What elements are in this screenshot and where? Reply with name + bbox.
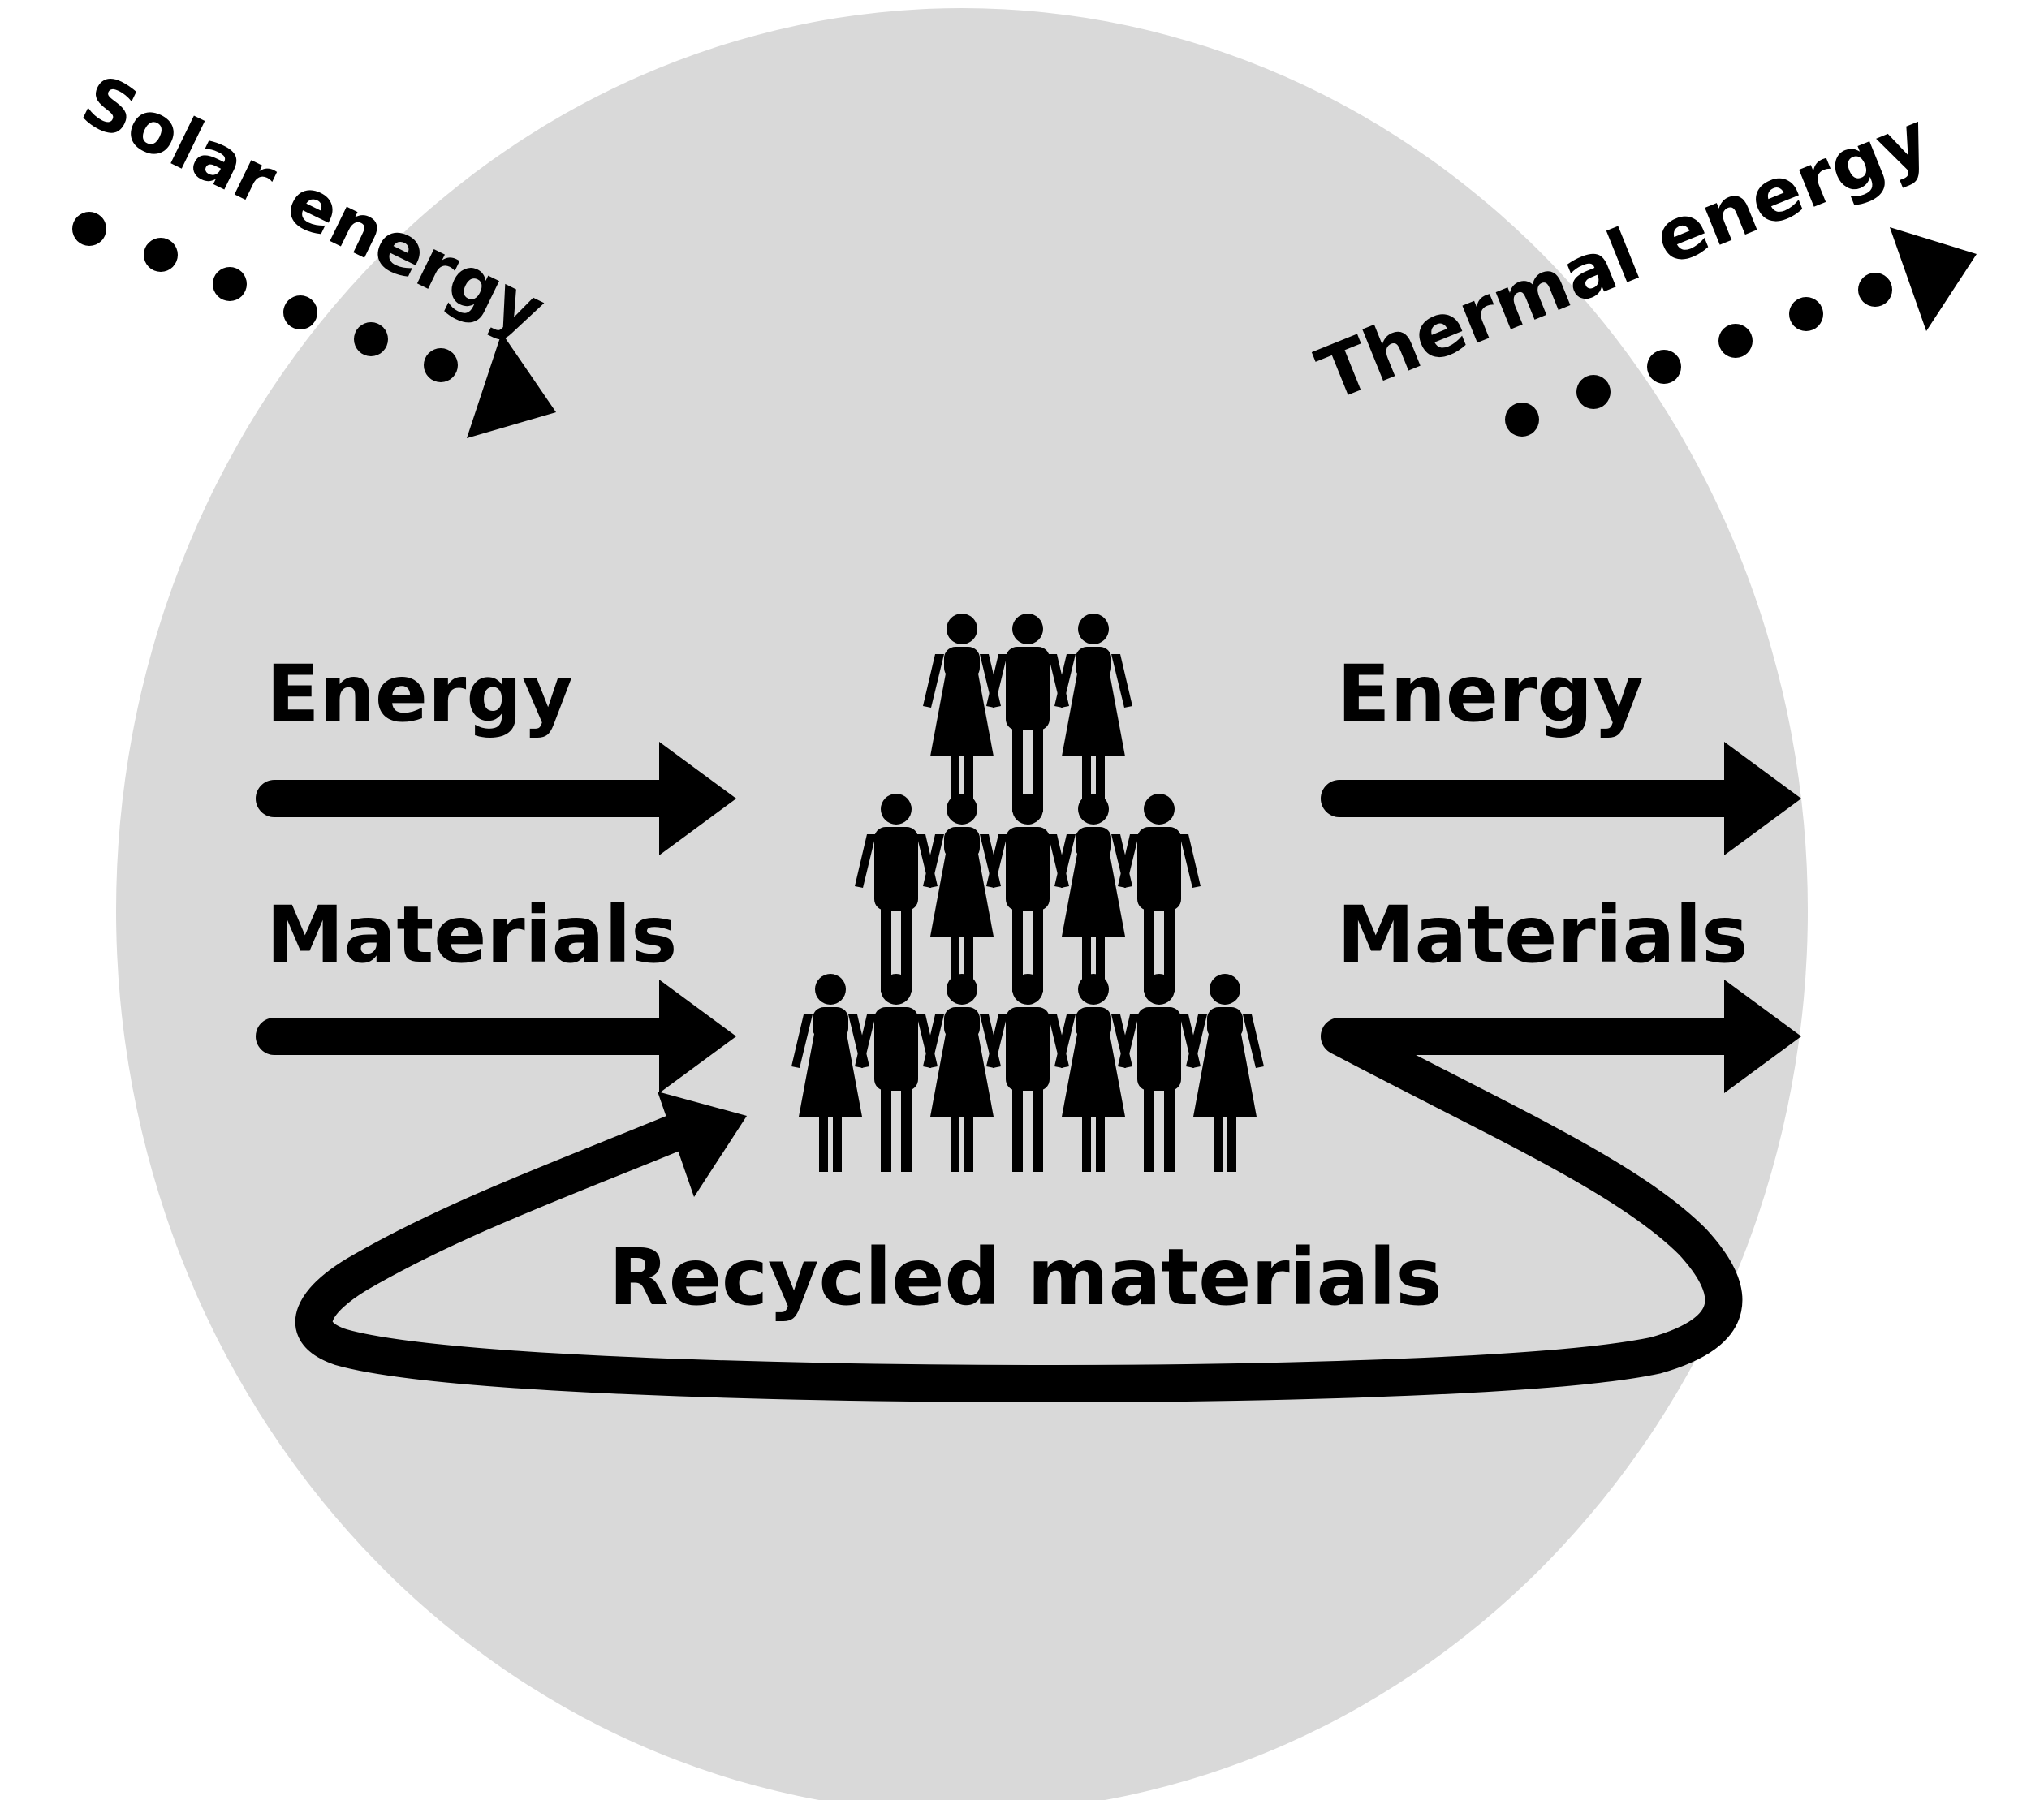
materials-output-label: Materials	[1337, 889, 1748, 980]
recycled-arrowhead	[658, 1092, 747, 1197]
materials-input-label: Materials	[266, 889, 677, 980]
energy-input-label: Energy	[266, 648, 573, 739]
solar-energy-arrow	[72, 212, 556, 438]
thermal-energy-arrow	[1505, 227, 1977, 437]
solar-arrowhead	[467, 333, 556, 438]
energy-output-label: Energy	[1337, 648, 1644, 739]
recycled-materials-label: Recycled materials	[609, 1232, 1442, 1323]
materials-output-arrow	[1724, 980, 1801, 1093]
recycled-materials-loop-arrow	[295, 1018, 1757, 1402]
thermal-arrowhead	[1890, 227, 1977, 331]
energy-output-arrow	[1321, 742, 1801, 855]
energy-input-arrow	[256, 742, 736, 855]
materials-input-arrow	[256, 980, 736, 1093]
